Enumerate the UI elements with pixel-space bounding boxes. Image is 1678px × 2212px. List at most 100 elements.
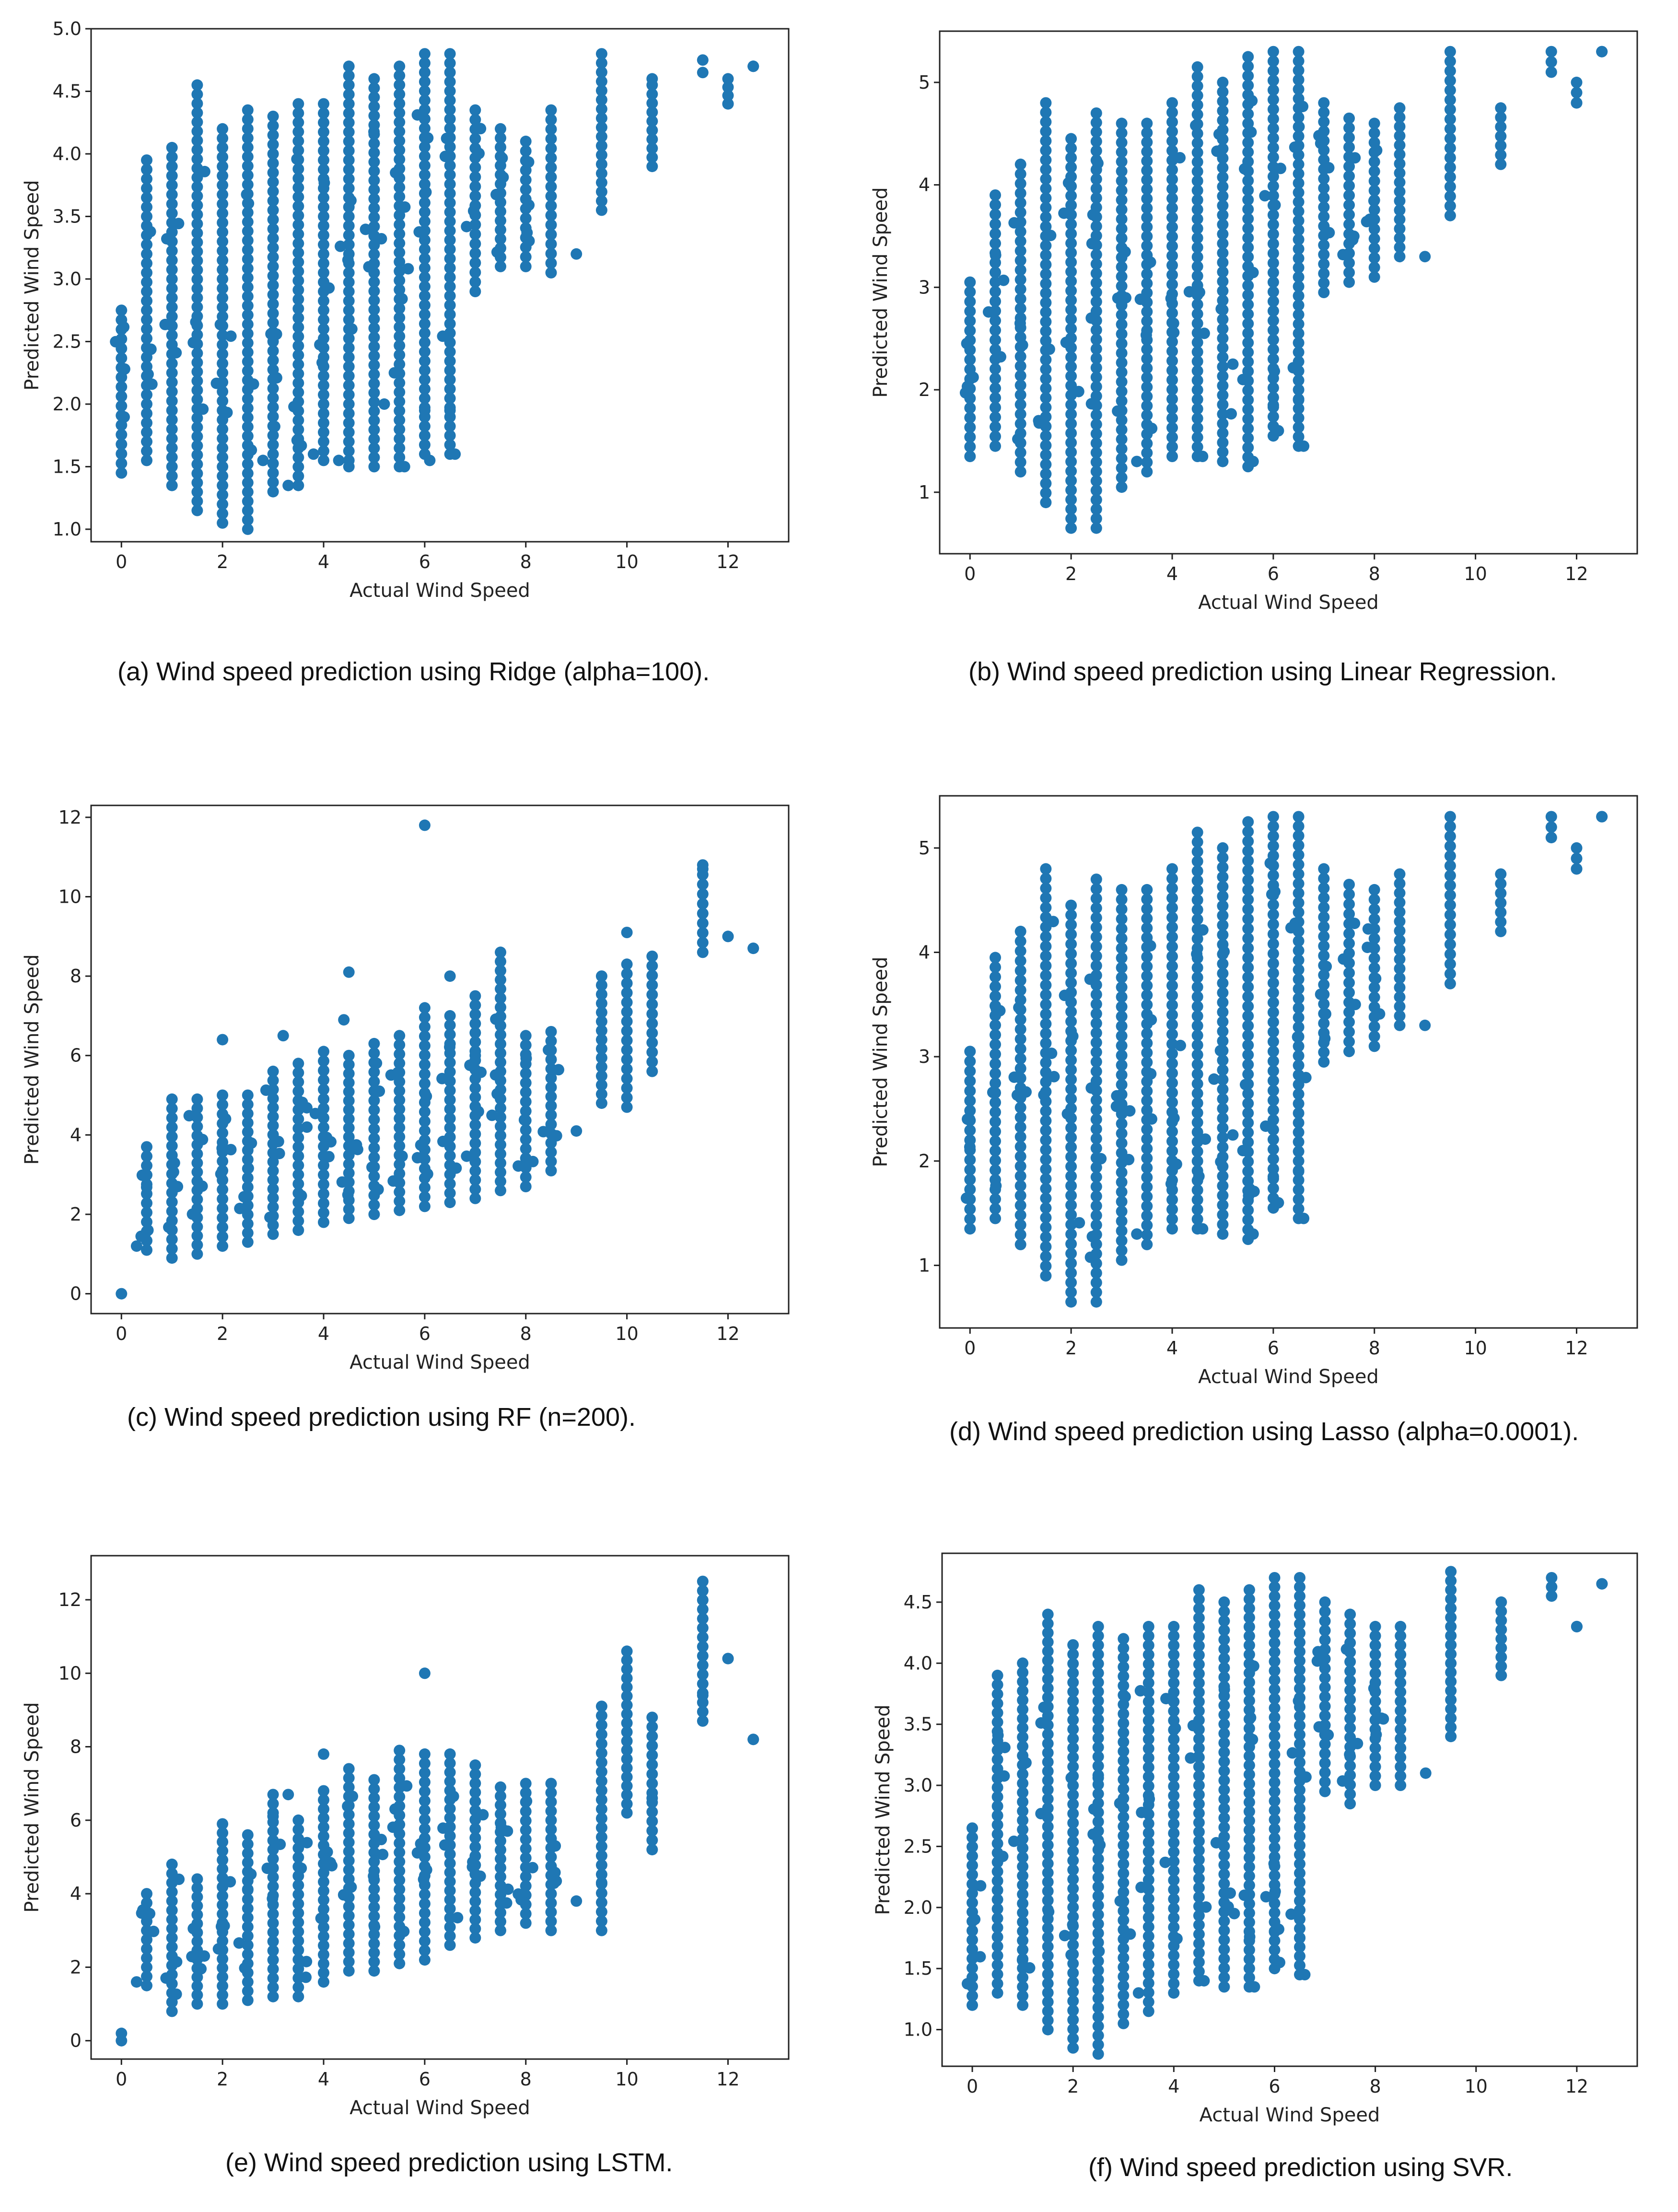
data-point	[394, 1131, 406, 1143]
data-point	[1017, 1842, 1029, 1854]
data-point	[1014, 158, 1026, 170]
data-point	[1294, 1784, 1305, 1796]
data-point	[245, 444, 257, 456]
data-point	[1193, 1686, 1205, 1698]
data-point	[1444, 958, 1456, 970]
data-point	[1293, 346, 1305, 358]
data-point	[1344, 1618, 1356, 1630]
data-point	[646, 969, 658, 981]
x-tick-label: 8	[520, 2069, 532, 2090]
data-point	[1141, 1200, 1153, 1212]
data-point	[1065, 256, 1077, 268]
data-point	[1596, 811, 1608, 823]
data-point	[469, 990, 481, 1002]
data-point	[242, 225, 254, 237]
data-point	[1166, 1058, 1178, 1070]
data-point	[1242, 962, 1254, 974]
data-point	[974, 1951, 986, 1963]
data-point	[964, 1046, 976, 1058]
data-point	[495, 1148, 506, 1160]
data-point	[1141, 884, 1153, 896]
data-point	[343, 126, 355, 138]
data-point	[217, 517, 229, 529]
panel-b-linear-regression: 0 2 4 6 8 10 12 1 2 3 4 5 Actual Wind Speed Predicted…	[858, 19, 1654, 614]
data-point	[1175, 1039, 1186, 1051]
data-point	[1191, 232, 1203, 244]
data-point	[1197, 1223, 1209, 1235]
data-point	[1140, 329, 1152, 341]
data-point	[1349, 152, 1361, 164]
data-point	[421, 1168, 433, 1180]
data-point	[260, 1084, 272, 1096]
data-point	[1040, 477, 1052, 489]
data-point	[1495, 158, 1507, 170]
data-point	[1394, 139, 1406, 151]
data-point	[419, 262, 431, 274]
data-point	[1217, 1083, 1229, 1095]
data-point	[1322, 1729, 1334, 1741]
data-point	[394, 1948, 406, 1960]
data-point	[1217, 266, 1229, 278]
caption-a: (a) Wind speed prediction using Ridge (a…	[117, 657, 710, 686]
data-point	[234, 1202, 246, 1214]
data-point	[444, 1187, 456, 1199]
data-point	[242, 1172, 254, 1184]
data-point	[166, 188, 178, 200]
data-point	[1495, 887, 1507, 899]
data-point	[1118, 1839, 1130, 1851]
data-point	[1118, 1971, 1130, 1982]
data-point	[267, 383, 279, 395]
data-point	[292, 293, 304, 305]
data-point	[301, 1956, 313, 1968]
data-point	[419, 1907, 431, 1919]
data-point	[267, 345, 279, 357]
data-point	[217, 432, 229, 444]
data-point	[1065, 1064, 1077, 1076]
data-point	[1042, 1691, 1054, 1703]
data-point	[1370, 1729, 1382, 1741]
data-point	[368, 285, 380, 297]
data-point	[491, 1088, 503, 1100]
data-point	[142, 1224, 154, 1236]
data-point	[368, 294, 380, 306]
data-point	[292, 144, 304, 156]
data-point	[343, 1809, 355, 1821]
data-point	[318, 192, 329, 204]
data-point	[1092, 1816, 1104, 1828]
data-point	[1191, 1049, 1203, 1061]
data-point	[545, 238, 557, 250]
data-point	[1142, 1902, 1154, 1914]
data-point	[1319, 1596, 1331, 1608]
data-point	[368, 387, 380, 399]
data-point	[419, 1804, 431, 1816]
data-point	[292, 1907, 304, 1919]
data-point	[1141, 362, 1153, 374]
data-point	[646, 1825, 658, 1837]
data-point	[217, 132, 229, 144]
data-point	[1040, 449, 1052, 461]
data-point	[1293, 177, 1305, 189]
data-point	[1142, 1855, 1154, 1867]
data-point	[168, 1157, 180, 1169]
data-point	[1043, 1906, 1055, 1918]
data-point	[1014, 168, 1026, 180]
data-point	[444, 234, 456, 246]
data-point	[1191, 981, 1203, 993]
data-point	[595, 204, 607, 216]
data-point	[1141, 989, 1153, 1001]
data-point	[191, 1882, 203, 1894]
data-point	[141, 1933, 152, 1945]
data-point	[419, 1767, 431, 1779]
data-point	[1368, 242, 1380, 254]
data-point	[318, 1940, 329, 1952]
data-point	[1444, 938, 1456, 950]
data-point	[1166, 174, 1178, 185]
data-point	[191, 486, 203, 498]
data-point	[1166, 1194, 1178, 1206]
data-point	[419, 1030, 431, 1042]
data-point	[1445, 1676, 1457, 1688]
data-point	[1090, 1123, 1102, 1135]
data-point	[318, 1967, 329, 1979]
data-point	[1217, 967, 1229, 979]
data-point	[967, 1850, 978, 1862]
